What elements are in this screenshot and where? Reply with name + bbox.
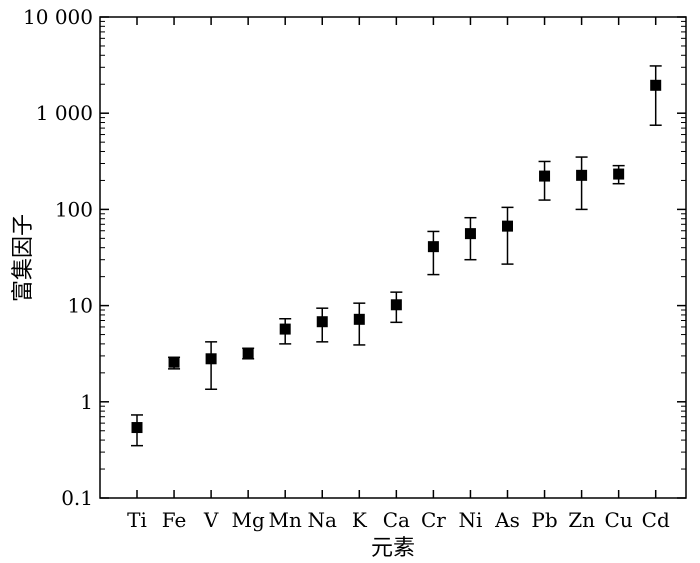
x-tick-label: V <box>203 508 219 532</box>
data-point <box>576 169 588 181</box>
x-tick-label: Cu <box>605 508 633 532</box>
y-axis-title: 富集因子 <box>11 214 36 302</box>
x-axis-title: 元素 <box>371 536 415 561</box>
y-axis: 0.1 1 10 100 1 000 10 000 <box>23 5 686 510</box>
data-point <box>390 299 402 311</box>
data-series <box>131 65 662 447</box>
y-tick-label: 1 <box>80 390 93 414</box>
plot-frame <box>99 16 687 499</box>
x-tick-label: As <box>494 508 520 532</box>
data-point <box>242 347 254 359</box>
data-point <box>539 170 551 182</box>
x-tick-label: Ni <box>458 508 482 532</box>
data-point <box>205 353 217 365</box>
y-tick-label: 0.1 <box>61 486 93 510</box>
data-point <box>168 356 180 368</box>
x-tick-label: Cd <box>642 508 670 532</box>
y-tick-label: 10 000 <box>23 5 93 29</box>
data-point <box>353 313 365 325</box>
x-tick-label: Mn <box>269 508 302 532</box>
x-axis: Ti Fe V Mg Mn Na K Ca Cr Ni As Pb Zn Cu Cd <box>127 17 670 532</box>
x-tick-label: Na <box>308 508 338 532</box>
x-tick-label: Pb <box>531 508 557 532</box>
x-tick-label: Ca <box>383 508 410 532</box>
y-tick-label: 10 <box>68 294 93 318</box>
x-tick-label: K <box>352 508 368 532</box>
data-point <box>502 220 513 232</box>
x-tick-label: Cr <box>421 508 446 532</box>
x-tick-label: Ti <box>127 508 147 532</box>
x-tick-label: Zn <box>568 508 595 532</box>
y-tick-label: 100 <box>55 197 93 221</box>
x-tick-label: Fe <box>162 508 187 532</box>
data-point <box>316 316 328 328</box>
x-tick-label: Mg <box>232 508 265 532</box>
data-point <box>131 422 143 434</box>
data-point <box>464 228 476 240</box>
y-tick-label: 1 000 <box>36 101 93 125</box>
data-point <box>279 323 291 335</box>
data-point <box>427 241 439 253</box>
data-point <box>613 168 625 180</box>
data-point <box>650 79 662 91</box>
